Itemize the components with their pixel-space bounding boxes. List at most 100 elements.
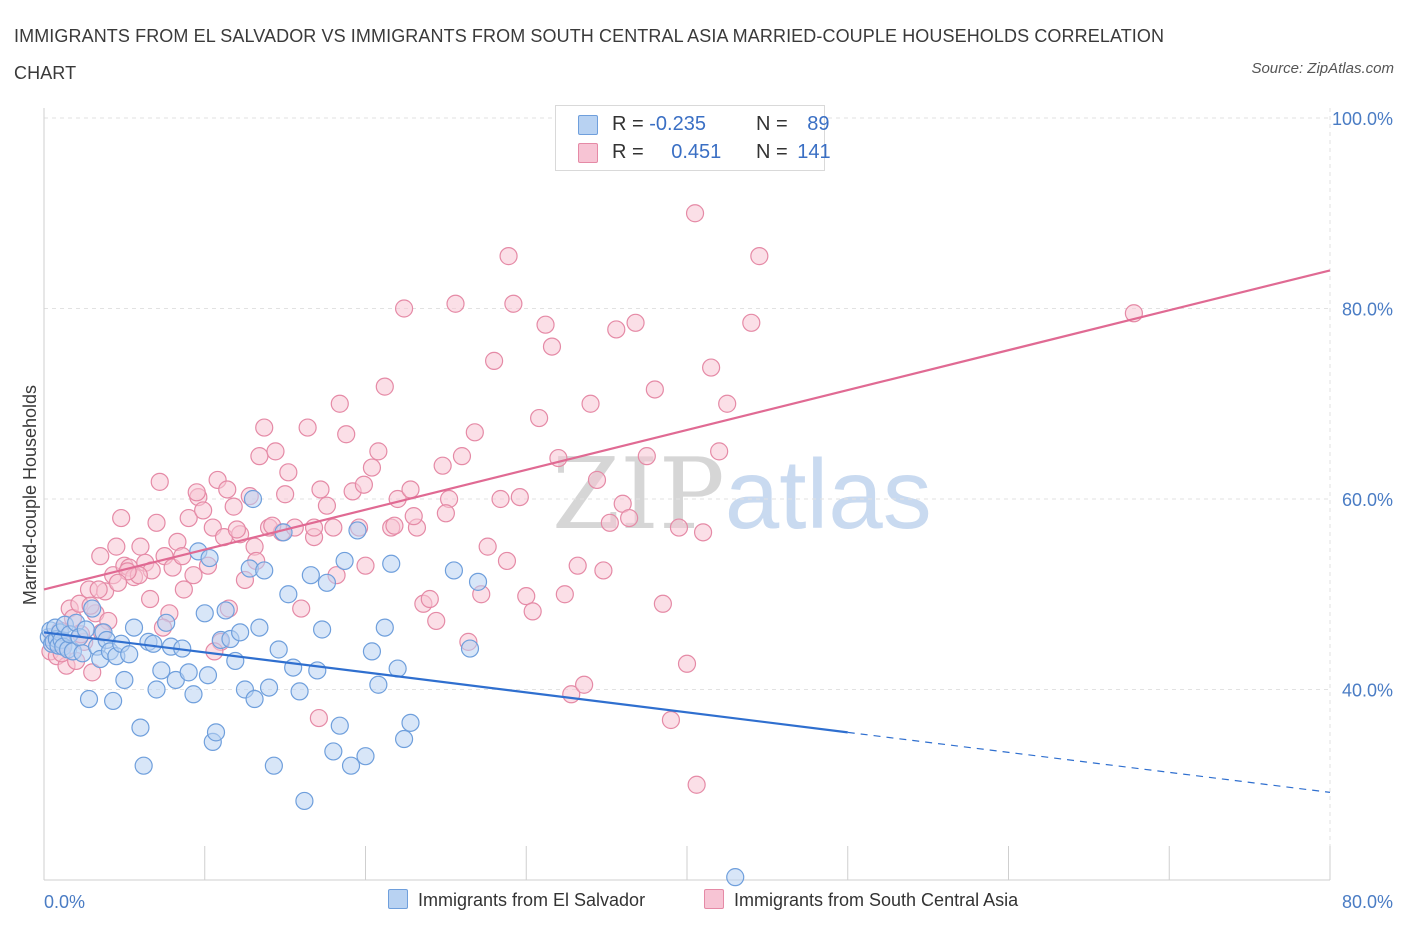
data-point-south-central-asia bbox=[362, 458, 382, 477]
data-point-el-salvador bbox=[245, 689, 264, 709]
data-point-south-central-asia bbox=[594, 561, 613, 580]
data-point-south-central-asia bbox=[89, 580, 108, 599]
legend-n-label: N = bbox=[756, 141, 788, 163]
data-point-south-central-asia bbox=[555, 585, 574, 604]
data-point-el-salvador bbox=[264, 756, 283, 775]
data-point-south-central-asia bbox=[653, 594, 672, 613]
data-point-south-central-asia bbox=[542, 337, 562, 356]
data-point-south-central-asia bbox=[446, 294, 465, 313]
data-point-south-central-asia bbox=[600, 513, 619, 532]
data-point-south-central-asia bbox=[669, 518, 689, 537]
data-point-south-central-asia bbox=[587, 470, 607, 490]
data-point-south-central-asia bbox=[184, 566, 203, 585]
y-axis-label: Married-couple Households bbox=[20, 385, 40, 605]
data-point-el-salvador bbox=[356, 747, 375, 766]
watermark-atlas: atlas bbox=[724, 439, 932, 549]
data-point-south-central-asia bbox=[369, 442, 388, 461]
data-point-south-central-asia bbox=[330, 394, 349, 413]
data-point-south-central-asia bbox=[530, 408, 549, 428]
data-point-el-salvador bbox=[216, 601, 235, 620]
series-legend-el-salvador: Immigrants from El Salvador bbox=[388, 889, 645, 911]
data-point-south-central-asia bbox=[568, 556, 587, 575]
data-point-el-salvador bbox=[195, 604, 214, 623]
data-point-south-central-asia bbox=[179, 508, 198, 528]
data-point-el-salvador bbox=[76, 620, 95, 639]
data-point-el-salvador bbox=[317, 573, 337, 592]
data-point-el-salvador bbox=[269, 640, 288, 659]
data-point-el-salvador bbox=[290, 682, 309, 701]
data-point-el-salvador bbox=[726, 868, 745, 887]
axes bbox=[43, 108, 1330, 881]
series-legend-south-central-asia: Immigrants from South Central Asia bbox=[704, 889, 1018, 911]
data-point-el-salvador bbox=[134, 756, 153, 775]
data-point-south-central-asia bbox=[693, 523, 713, 542]
data-point-south-central-asia bbox=[620, 508, 639, 528]
data-point-south-central-asia bbox=[718, 394, 737, 413]
x-tick-label-min: 0.0% bbox=[44, 892, 85, 912]
data-point-south-central-asia bbox=[536, 315, 555, 334]
data-point-south-central-asia bbox=[433, 456, 452, 475]
data-point-south-central-asia bbox=[575, 675, 594, 694]
data-point-south-central-asia bbox=[645, 380, 664, 399]
data-point-south-central-asia bbox=[637, 447, 656, 466]
data-point-el-salvador bbox=[198, 666, 218, 685]
x-tick-marks bbox=[43, 846, 1331, 880]
data-point-south-central-asia bbox=[140, 589, 160, 609]
data-point-el-salvador bbox=[444, 561, 464, 580]
south-central-asia-points bbox=[41, 204, 1143, 794]
data-point-el-salvador bbox=[255, 561, 274, 580]
data-point-south-central-asia bbox=[150, 472, 169, 491]
data-point-south-central-asia bbox=[356, 556, 375, 575]
legend-n-value: 89 bbox=[807, 113, 830, 135]
data-point-south-central-asia bbox=[250, 447, 269, 466]
legend-r-value: 0.451 bbox=[671, 141, 722, 163]
y-tick-label: 80.0% bbox=[1342, 300, 1393, 320]
data-point-south-central-asia bbox=[491, 489, 510, 509]
data-point-south-central-asia bbox=[581, 394, 600, 413]
data-point-south-central-asia bbox=[218, 480, 237, 499]
data-point-south-central-asia bbox=[485, 351, 504, 370]
legend-swatch-pink bbox=[578, 143, 598, 163]
data-point-south-central-asia bbox=[107, 537, 126, 556]
data-point-south-central-asia bbox=[504, 294, 523, 313]
data-point-south-central-asia bbox=[227, 520, 246, 539]
y-tick-labels: 40.0% 60.0% 80.0% 100.0% bbox=[1332, 109, 1393, 701]
data-point-south-central-asia bbox=[385, 516, 404, 535]
data-point-south-central-asia bbox=[354, 475, 373, 494]
data-point-el-salvador bbox=[243, 489, 263, 509]
data-point-south-central-asia bbox=[523, 602, 542, 621]
data-point-south-central-asia bbox=[750, 247, 769, 266]
data-point-el-salvador bbox=[468, 572, 488, 591]
data-point-south-central-asia bbox=[401, 480, 420, 499]
data-point-south-central-asia bbox=[661, 710, 681, 730]
data-point-south-central-asia bbox=[685, 204, 705, 223]
data-point-south-central-asia bbox=[224, 497, 243, 516]
legend-r-value: -0.235 bbox=[649, 113, 706, 135]
data-point-south-central-asia bbox=[131, 537, 150, 556]
data-point-el-salvador bbox=[120, 645, 139, 664]
data-point-south-central-asia bbox=[427, 611, 446, 631]
data-point-el-salvador bbox=[312, 620, 332, 639]
data-point-el-salvador bbox=[124, 618, 144, 637]
data-point-el-salvador bbox=[382, 554, 401, 573]
data-point-south-central-asia bbox=[255, 418, 274, 437]
data-point-el-salvador bbox=[144, 634, 163, 653]
data-point-south-central-asia bbox=[309, 708, 328, 728]
series-swatch-blue bbox=[388, 889, 408, 909]
data-point-south-central-asia bbox=[517, 587, 536, 606]
data-point-south-central-asia bbox=[420, 589, 439, 609]
data-point-el-salvador bbox=[79, 689, 99, 709]
data-point-el-salvador bbox=[131, 718, 150, 737]
data-point-south-central-asia bbox=[147, 513, 166, 532]
data-point-south-central-asia bbox=[702, 358, 721, 377]
data-point-south-central-asia bbox=[607, 320, 626, 339]
data-point-el-salvador bbox=[375, 618, 394, 637]
data-point-el-salvador bbox=[335, 551, 354, 571]
legend-r-label: R = bbox=[612, 141, 644, 163]
data-point-south-central-asia bbox=[91, 547, 110, 566]
data-point-el-salvador bbox=[330, 716, 349, 735]
data-point-el-salvador bbox=[362, 642, 382, 661]
y-tick-label: 60.0% bbox=[1342, 490, 1393, 510]
x-tick-label-max: 80.0% bbox=[1342, 892, 1393, 912]
data-point-south-central-asia bbox=[83, 663, 102, 682]
